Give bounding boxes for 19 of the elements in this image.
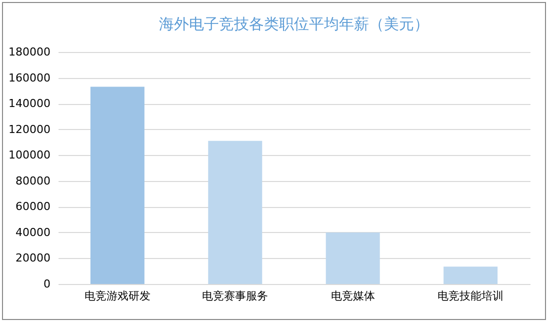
y-tick-label: 160000 [8,71,50,84]
bar [444,266,498,284]
y-tick-label: 80000 [16,174,50,188]
y-tick-label: 60000 [16,200,50,214]
x-tick-label: 电竞游戏研发 [84,290,150,302]
y-tick-label: 20000 [16,252,50,265]
y-tick-label: 140000 [8,97,50,110]
chart-title: 海外电子竞技各类职位平均年薪（美元） [159,15,429,33]
x-tick-label: 电竞媒体 [330,290,375,302]
x-tick-label: 电竞技能培训 [438,290,504,302]
y-tick-label: 0 [44,278,50,290]
y-tick-label: 180000 [8,46,50,58]
bar [326,232,380,284]
bar [208,140,262,284]
y-tick-label: 40000 [16,226,50,239]
y-tick-label: 100000 [8,148,50,162]
bar [90,86,144,284]
y-tick-label: 120000 [8,122,50,136]
x-tick-label: 电竞赛事服务 [202,290,268,302]
